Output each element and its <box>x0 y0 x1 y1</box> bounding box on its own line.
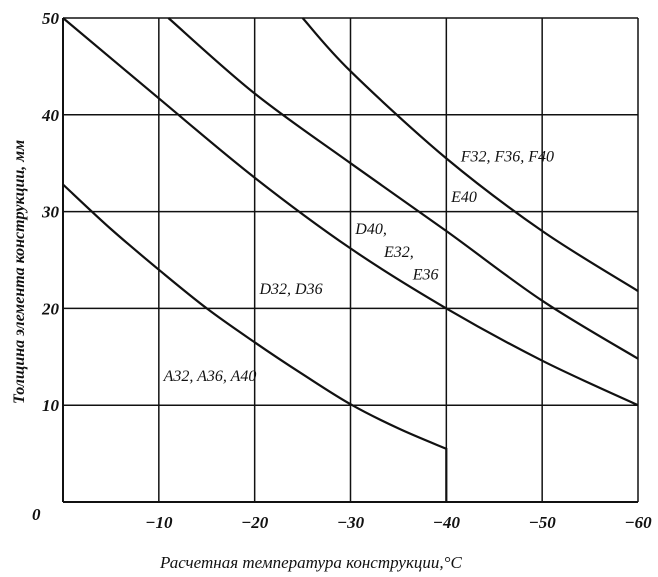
series-annotation: E36 <box>412 266 439 283</box>
series-curve-1 <box>62 183 448 502</box>
x-tick-label: −60 <box>624 513 652 532</box>
y-tick-label: 20 <box>41 299 60 318</box>
tick-labels: −10 −20 −30 −40 −50 −60 10 20 30 40 50 0 <box>32 9 652 532</box>
x-tick-label: −40 <box>433 513 461 532</box>
annotations: A32, A36, A40 D32, D36 D40, E32, E36 E40 F32, … <box>163 148 554 385</box>
origin-label: 0 <box>32 505 41 524</box>
series-annotation: D40, <box>354 221 387 238</box>
x-tick-label: −50 <box>529 513 557 532</box>
series-curve-2 <box>62 17 639 407</box>
series-annotation: E40 <box>450 189 477 206</box>
y-tick-label: 10 <box>42 396 60 415</box>
y-tick-label: 50 <box>42 9 60 28</box>
x-axis-label: Расчетная температура конструкции,°С <box>159 553 462 572</box>
x-tick-label: −10 <box>145 513 173 532</box>
series-annotation: A32, A36, A40 <box>163 368 257 385</box>
curves <box>62 17 639 502</box>
series-annotation: F32, F36, F40 <box>460 148 554 165</box>
series-curve-4 <box>301 17 639 292</box>
x-tick-label: −30 <box>337 513 365 532</box>
series-annotation: D32, D36 <box>258 281 322 298</box>
series-annotation: E32, <box>383 244 414 261</box>
y-tick-label: 40 <box>41 106 60 125</box>
y-axis-label: Толщина элемента конструкции, мм <box>11 140 28 404</box>
series-curve-3 <box>167 17 639 360</box>
x-tick-label: −20 <box>241 513 269 532</box>
y-tick-label: 30 <box>41 203 60 222</box>
